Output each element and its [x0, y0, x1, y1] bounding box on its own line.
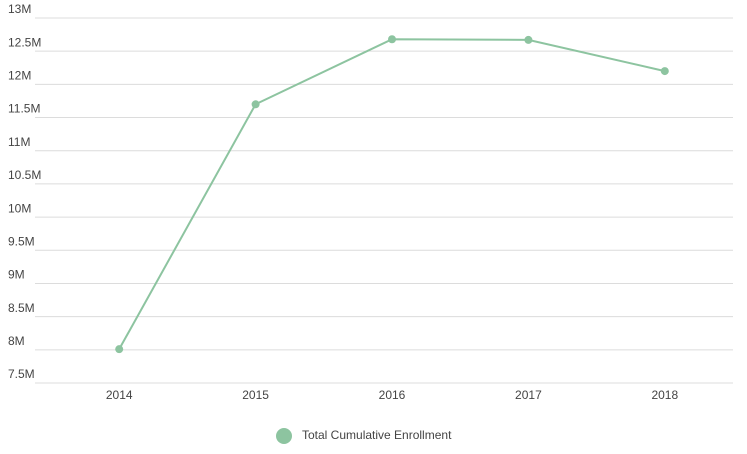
point — [660, 67, 669, 76]
x-tick-label: 2014 — [106, 388, 133, 402]
y-tick-label: 10M — [8, 201, 31, 215]
x-tick-label: 2016 — [379, 388, 406, 402]
point — [115, 345, 124, 354]
legend-marker — [276, 428, 292, 444]
point — [251, 100, 260, 109]
y-tick-label: 11M — [8, 135, 30, 149]
y-tick-label: 10.5M — [8, 168, 41, 182]
y-tick-label: 8.5M — [8, 301, 35, 315]
y-tick-label: 9.5M — [8, 234, 35, 248]
y-tick-label: 13M — [8, 2, 31, 16]
line — [118, 38, 666, 350]
x-tick-label: 2015 — [242, 388, 269, 402]
y-tick-label: 9M — [8, 268, 25, 282]
y-tick-label: 12M — [8, 69, 31, 83]
point — [388, 35, 396, 44]
y-tick-label: 7.5M — [8, 367, 35, 381]
y-tick-label: 12.5M — [8, 35, 41, 49]
point — [524, 35, 533, 44]
legend-label: Total Cumulative Enrollment — [302, 428, 452, 442]
x-tick-label: 2017 — [515, 388, 542, 402]
x-tick-label: 2018 — [651, 388, 678, 402]
y-tick-label: 8M — [8, 334, 25, 348]
y-tick-label: 11.5M — [8, 102, 40, 116]
